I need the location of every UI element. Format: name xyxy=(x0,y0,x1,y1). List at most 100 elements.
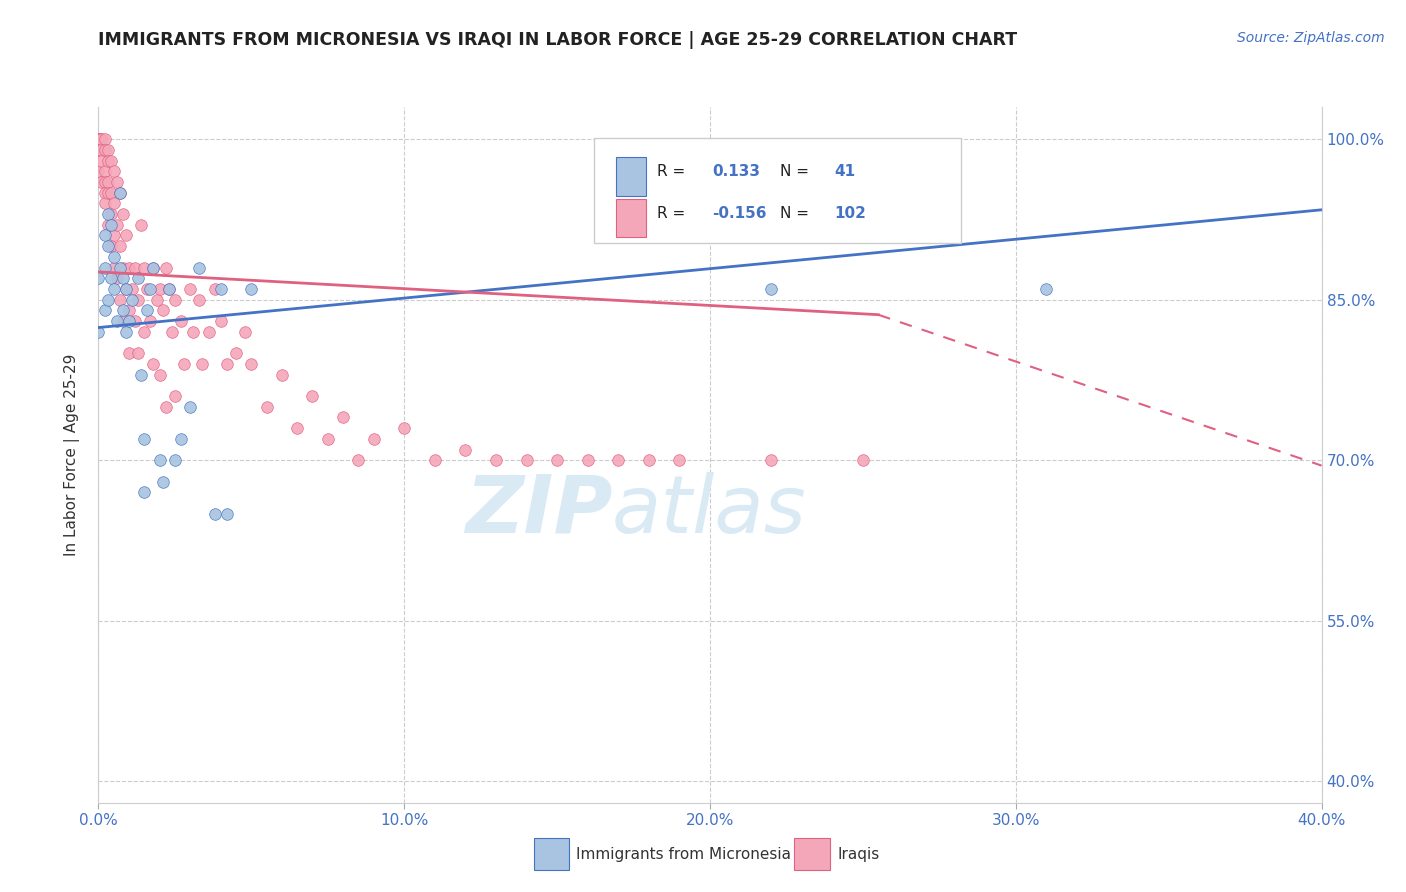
Point xyxy=(392,421,416,435)
Point xyxy=(179,400,201,414)
Point xyxy=(87,132,110,146)
Text: Iraqis: Iraqis xyxy=(838,847,880,862)
Point xyxy=(87,132,110,146)
Point xyxy=(134,260,156,275)
Point xyxy=(233,325,256,339)
Point xyxy=(347,453,370,467)
Point xyxy=(97,218,120,232)
Point xyxy=(118,260,141,275)
Point xyxy=(100,186,122,200)
Point xyxy=(105,175,128,189)
Point xyxy=(149,453,172,467)
Point xyxy=(181,325,204,339)
Point xyxy=(100,239,122,253)
FancyBboxPatch shape xyxy=(616,199,647,237)
Point xyxy=(93,186,115,200)
Text: 102: 102 xyxy=(835,206,866,221)
Point xyxy=(149,282,172,296)
Point xyxy=(129,218,152,232)
Point xyxy=(115,282,138,296)
Point xyxy=(332,410,354,425)
Point xyxy=(97,143,120,157)
Point xyxy=(87,132,110,146)
Text: Source: ZipAtlas.com: Source: ZipAtlas.com xyxy=(1237,31,1385,45)
Point xyxy=(111,260,134,275)
Point xyxy=(134,325,156,339)
Point xyxy=(136,303,159,318)
Text: ZIP: ZIP xyxy=(465,472,612,549)
Point xyxy=(100,271,122,285)
Point xyxy=(111,303,134,318)
Point xyxy=(170,314,193,328)
Point xyxy=(121,282,143,296)
Point xyxy=(93,164,115,178)
Point xyxy=(134,432,156,446)
Point xyxy=(607,453,630,467)
Point xyxy=(155,400,177,414)
Point xyxy=(87,132,110,146)
FancyBboxPatch shape xyxy=(593,138,960,243)
Point xyxy=(90,175,112,189)
Point xyxy=(149,368,172,382)
Point xyxy=(90,132,112,146)
Point xyxy=(240,357,263,371)
Point xyxy=(215,357,238,371)
Point xyxy=(204,282,226,296)
Text: 0.133: 0.133 xyxy=(713,164,761,179)
Point xyxy=(173,357,195,371)
Point xyxy=(108,293,131,307)
Point xyxy=(139,282,162,296)
Y-axis label: In Labor Force | Age 25-29: In Labor Force | Age 25-29 xyxy=(63,354,80,556)
Point xyxy=(142,260,165,275)
Point xyxy=(97,175,120,189)
Point xyxy=(87,143,110,157)
Point xyxy=(90,153,112,168)
Point xyxy=(157,282,180,296)
Point xyxy=(204,507,226,521)
Point xyxy=(124,260,146,275)
Point xyxy=(209,314,232,328)
Point xyxy=(145,293,167,307)
Text: -0.156: -0.156 xyxy=(713,206,768,221)
Point xyxy=(103,164,125,178)
Text: Immigrants from Micronesia: Immigrants from Micronesia xyxy=(576,847,792,862)
Point xyxy=(160,325,183,339)
Text: N =: N = xyxy=(780,164,814,179)
Point xyxy=(108,186,131,200)
Point xyxy=(87,325,110,339)
Point xyxy=(111,314,134,328)
Point xyxy=(152,303,174,318)
Point xyxy=(423,453,446,467)
Point xyxy=(93,228,115,243)
Point xyxy=(97,239,120,253)
Point xyxy=(93,132,115,146)
Text: 41: 41 xyxy=(835,164,856,179)
Point xyxy=(209,282,232,296)
Point xyxy=(87,132,110,146)
Point xyxy=(759,282,782,296)
Point xyxy=(225,346,247,360)
Point xyxy=(87,132,110,146)
Point xyxy=(179,282,201,296)
Point xyxy=(163,293,186,307)
Point xyxy=(118,346,141,360)
Point xyxy=(87,164,110,178)
Point xyxy=(197,325,219,339)
FancyBboxPatch shape xyxy=(616,158,647,195)
Point xyxy=(170,432,193,446)
Point xyxy=(152,475,174,489)
Point xyxy=(454,442,477,457)
Point xyxy=(115,228,138,243)
Point xyxy=(93,260,115,275)
Point xyxy=(485,453,508,467)
Point xyxy=(93,303,115,318)
Point xyxy=(240,282,263,296)
Point xyxy=(90,143,112,157)
Point xyxy=(127,293,149,307)
Point xyxy=(105,218,128,232)
Point xyxy=(668,453,690,467)
Point xyxy=(316,432,339,446)
Point xyxy=(136,282,159,296)
Point xyxy=(93,143,115,157)
Text: R =: R = xyxy=(658,206,690,221)
